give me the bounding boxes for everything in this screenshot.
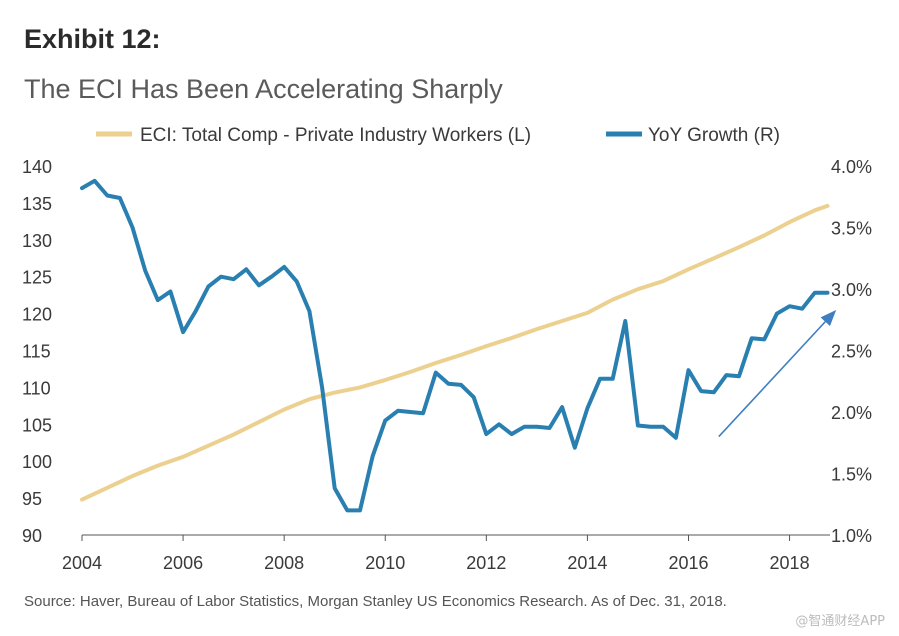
legend-label: YoY Growth (R) <box>648 125 780 146</box>
left-tick-label: 110 <box>22 378 51 398</box>
x-tick-label: 2010 <box>365 553 405 573</box>
eci-series-line <box>80 203 830 502</box>
left-tick-label: 105 <box>22 415 52 435</box>
x-tick-label: 2004 <box>62 553 102 573</box>
left-tick-label: 115 <box>22 342 51 362</box>
right-tick-label: 2.5% <box>831 342 872 362</box>
source-note: Source: Haver, Bureau of Labor Statistic… <box>24 593 727 610</box>
annotations <box>718 309 837 438</box>
x-tick-label: 2018 <box>770 553 810 573</box>
left-tick-label: 100 <box>22 452 52 472</box>
right-tick-label: 3.5% <box>831 219 872 239</box>
legend: ECI: Total Comp - Private Industry Worke… <box>96 125 780 146</box>
left-tick-label: 140 <box>22 157 52 177</box>
chart-title: The ECI Has Been Accelerating Sharply <box>24 74 503 104</box>
x-tick-label: 2006 <box>163 553 203 573</box>
x-tick-label: 2012 <box>466 553 506 573</box>
left-axis-ticks: 90 95 100 105 110 115 120 125 130 135 140 <box>22 157 52 546</box>
right-tick-label: 1.0% <box>831 526 872 546</box>
right-tick-label: 1.5% <box>831 465 872 485</box>
x-tick-label: 2014 <box>567 553 607 573</box>
right-tick-label: 2.0% <box>831 403 872 423</box>
x-tick-label: 2008 <box>264 553 304 573</box>
right-axis-ticks: 1.0% 1.5% 2.0% 2.5% 3.0% 3.5% 4.0% <box>831 157 872 546</box>
watermark: @智通财经APP <box>795 614 885 629</box>
trend-arrow <box>718 309 837 438</box>
left-tick-label: 95 <box>22 489 42 509</box>
yoy-series-line <box>80 178 830 513</box>
left-tick-label: 120 <box>22 305 52 325</box>
left-tick-label: 135 <box>22 194 52 214</box>
right-tick-label: 3.0% <box>831 280 872 300</box>
x-tick-label: 2016 <box>668 553 708 573</box>
x-axis-ticks: 2004 2006 2008 2010 2012 2014 2016 2018 <box>62 535 810 573</box>
series-group <box>80 178 830 513</box>
legend-label: ECI: Total Comp - Private Industry Worke… <box>140 125 531 146</box>
right-tick-label: 4.0% <box>831 157 872 177</box>
left-tick-label: 130 <box>22 231 52 251</box>
left-tick-label: 90 <box>22 526 42 546</box>
left-tick-label: 125 <box>22 268 52 288</box>
exhibit-label: Exhibit 12: <box>24 24 161 54</box>
